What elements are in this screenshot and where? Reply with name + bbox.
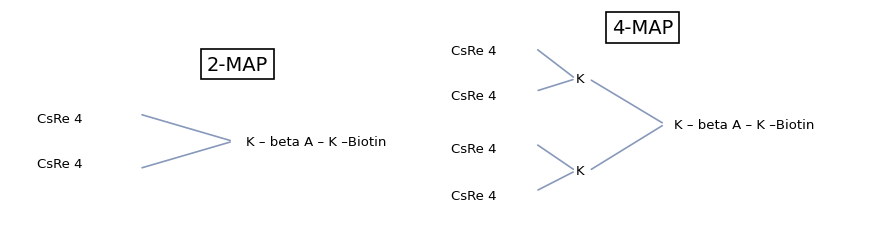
Text: 2-MAP: 2-MAP <box>206 55 268 74</box>
Text: CsRe 4: CsRe 4 <box>37 158 82 171</box>
Text: CsRe 4: CsRe 4 <box>451 189 497 202</box>
Text: CsRe 4: CsRe 4 <box>451 45 497 58</box>
Text: 4-MAP: 4-MAP <box>612 19 673 38</box>
Text: CsRe 4: CsRe 4 <box>451 90 497 103</box>
Text: K: K <box>576 165 584 177</box>
Text: CsRe 4: CsRe 4 <box>451 142 497 155</box>
Text: K – beta A – K –Biotin: K – beta A – K –Biotin <box>673 118 814 131</box>
Text: CsRe 4: CsRe 4 <box>37 112 82 125</box>
Text: K – beta A – K –Biotin: K – beta A – K –Biotin <box>246 135 387 148</box>
Text: K: K <box>576 73 584 86</box>
